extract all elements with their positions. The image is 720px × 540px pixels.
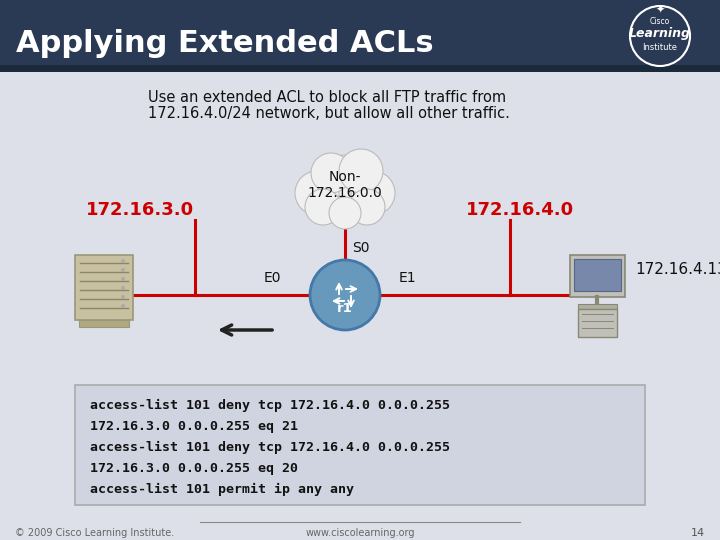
Text: E1: E1	[398, 271, 416, 285]
Text: access-list 101 deny tcp 172.16.4.0 0.0.0.255: access-list 101 deny tcp 172.16.4.0 0.0.…	[90, 441, 450, 454]
Text: 172.16.4.0/24 network, but allow all other traffic.: 172.16.4.0/24 network, but allow all oth…	[148, 106, 510, 121]
Bar	[0, 65, 720, 72]
Bar	[574, 259, 621, 291]
Bar	[75, 255, 133, 320]
Circle shape	[310, 260, 380, 330]
Circle shape	[121, 259, 125, 263]
Text: 172.16.3.0: 172.16.3.0	[86, 201, 194, 219]
Circle shape	[351, 171, 395, 215]
Text: ✦: ✦	[655, 5, 665, 15]
Text: Learning: Learning	[629, 26, 691, 39]
Text: © 2009 Cisco Learning Institute.: © 2009 Cisco Learning Institute.	[15, 528, 174, 538]
Text: E0: E0	[264, 271, 281, 285]
Text: 172.16.4.13: 172.16.4.13	[635, 262, 720, 278]
Text: Non-: Non-	[329, 170, 361, 184]
Text: 172.16.4.0: 172.16.4.0	[466, 201, 574, 219]
Text: Institute: Institute	[642, 43, 678, 51]
Circle shape	[311, 153, 351, 193]
Text: Cisco: Cisco	[650, 17, 670, 26]
Circle shape	[121, 268, 125, 272]
Text: r1: r1	[337, 302, 353, 315]
Text: 172.16.3.0 0.0.0.255 eq 20: 172.16.3.0 0.0.0.255 eq 20	[90, 462, 298, 475]
Circle shape	[349, 189, 385, 225]
Circle shape	[339, 149, 383, 193]
Text: www.ciscolearning.org: www.ciscolearning.org	[305, 528, 415, 538]
Text: Use an extended ACL to block all FTP traffic from: Use an extended ACL to block all FTP tra…	[148, 90, 506, 105]
Bar	[578, 309, 617, 337]
Bar	[79, 320, 129, 327]
Text: 14: 14	[691, 528, 705, 538]
Text: access-list 101 deny tcp 172.16.4.0 0.0.0.255: access-list 101 deny tcp 172.16.4.0 0.0.…	[90, 399, 450, 412]
Circle shape	[121, 277, 125, 281]
Circle shape	[305, 189, 341, 225]
Circle shape	[329, 197, 361, 229]
Text: Applying Extended ACLs: Applying Extended ACLs	[16, 30, 433, 58]
Circle shape	[315, 155, 375, 215]
Text: S0: S0	[352, 241, 369, 255]
Circle shape	[121, 304, 125, 308]
Circle shape	[121, 295, 125, 299]
Circle shape	[295, 171, 339, 215]
Bar	[0, 0, 720, 72]
Bar	[75, 385, 645, 505]
Text: 172.16.3.0 0.0.0.255 eq 21: 172.16.3.0 0.0.0.255 eq 21	[90, 420, 298, 433]
Text: access-list 101 permit ip any any: access-list 101 permit ip any any	[90, 483, 354, 496]
Bar	[578, 304, 617, 309]
Bar	[570, 255, 625, 297]
Text: 172.16.0.0: 172.16.0.0	[307, 186, 382, 200]
Circle shape	[121, 286, 125, 290]
